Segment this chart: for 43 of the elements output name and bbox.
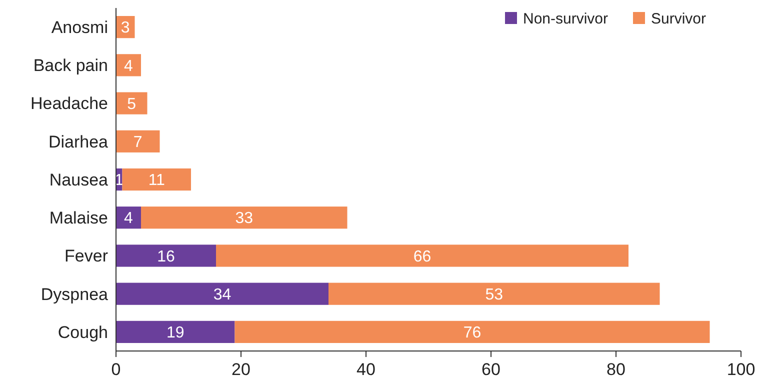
data-label: 4 — [124, 58, 134, 75]
data-label: 5 — [127, 96, 136, 113]
y-tick-label: Headache — [30, 94, 108, 114]
data-label: 76 — [463, 324, 482, 342]
x-tick-label: 0 — [111, 360, 121, 379]
data-label: 1 — [114, 172, 124, 190]
y-tick-label: Dyspnea — [40, 284, 109, 304]
x-tick-label: 60 — [482, 360, 500, 379]
y-tick-label: Malaise — [49, 208, 108, 228]
y-tick-label: Cough — [58, 322, 108, 342]
bar — [122, 168, 191, 191]
x-tick-label: 100 — [726, 360, 756, 379]
data-label: 34 — [213, 286, 232, 304]
y-tick-label: Fever — [64, 246, 108, 266]
x-tick-label: 80 — [606, 360, 626, 379]
y-tick-label: Diarhea — [48, 132, 109, 152]
legend-label: Survivor — [651, 10, 706, 28]
y-tick-label: Back pain — [33, 56, 108, 76]
bar — [116, 320, 235, 343]
bar — [141, 206, 348, 229]
bar — [116, 282, 328, 305]
data-label: 7 — [133, 134, 142, 151]
data-label: 19 — [166, 324, 184, 342]
data-label: 66 — [413, 248, 432, 266]
bar — [116, 244, 216, 267]
data-label: 33 — [235, 210, 254, 228]
data-label: 4 — [124, 210, 134, 228]
bar — [116, 54, 141, 76]
data-label: 3 — [120, 20, 130, 37]
x-tick-label: 20 — [232, 360, 250, 379]
bar — [116, 206, 141, 229]
legend-label: Non-survivor — [523, 10, 608, 28]
bar — [234, 320, 710, 343]
y-tick-label: Nausea — [49, 170, 109, 190]
data-label: 53 — [485, 286, 504, 304]
bar — [116, 92, 148, 114]
bar — [328, 282, 660, 305]
bar — [116, 130, 160, 152]
bar — [216, 244, 628, 267]
y-tick-label: Anosmi — [51, 18, 108, 38]
data-label: 11 — [148, 172, 166, 190]
x-tick-label: 40 — [356, 360, 376, 379]
data-label: 16 — [157, 248, 175, 266]
